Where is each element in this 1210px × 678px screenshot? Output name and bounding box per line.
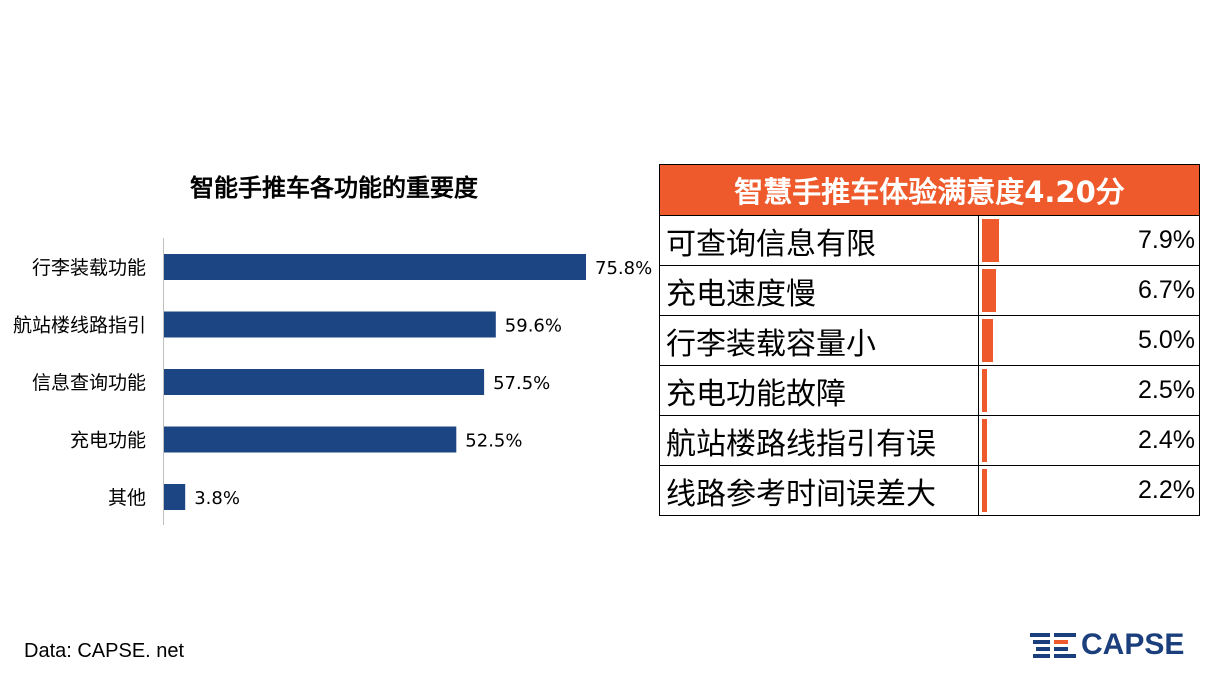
value-label: 59.6%: [505, 316, 562, 337]
issue-table-body: 可查询信息有限 7.9% 充电速度慢 6.7% 行李装载容量小 5.0% 充电功能故障 2.5…: [659, 215, 1200, 516]
category-label: 信息查询功能: [32, 372, 146, 394]
issue-value-cell: 2.5%: [978, 365, 1200, 416]
issue-label: 可查询信息有限: [659, 215, 979, 266]
issue-value-cell: 2.2%: [978, 465, 1200, 516]
bar: [164, 484, 186, 510]
value-label: 57.5%: [493, 373, 550, 394]
source-note: Data: CAPSE. net: [24, 640, 185, 662]
issue-row: 可查询信息有限 7.9%: [659, 215, 1200, 266]
issue-label: 航站楼路线指引有误: [659, 415, 979, 466]
issue-value: 6.7%: [1138, 276, 1195, 304]
issue-bar: [982, 419, 988, 462]
category-label: 航站楼线路指引: [13, 315, 146, 337]
issue-bar: [982, 219, 999, 262]
issue-bar: [982, 269, 997, 312]
issue-value: 2.4%: [1138, 426, 1195, 454]
issue-row: 充电速度慢 6.7%: [659, 265, 1200, 316]
issue-value: 2.2%: [1138, 476, 1195, 504]
value-label: 75.8%: [595, 258, 652, 279]
issue-bar: [982, 469, 987, 512]
issue-label: 行李装载容量小: [659, 315, 979, 366]
satisfaction-table-title: 智慧手推车体验满意度4.20分: [659, 164, 1200, 216]
issue-value-cell: 5.0%: [978, 315, 1200, 366]
issue-value-cell: 6.7%: [978, 265, 1200, 316]
issue-row: 航站楼路线指引有误 2.4%: [659, 415, 1200, 466]
issue-label: 充电功能故障: [659, 365, 979, 416]
capse-logo-text: CAPSE: [1081, 628, 1185, 661]
issue-row: 充电功能故障 2.5%: [659, 365, 1200, 416]
category-label: 行李装载功能: [32, 257, 146, 279]
issue-value-cell: 2.4%: [978, 415, 1200, 466]
category-label: 其他: [108, 487, 146, 509]
satisfaction-table: 智慧手推车体验满意度4.20分 可查询信息有限 7.9% 充电速度慢 6.7% 行李装载…: [659, 164, 1200, 516]
issue-value-cell: 7.9%: [978, 215, 1200, 266]
bar: [164, 369, 485, 395]
bars-group: 行李装载功能 75.8% 航站楼线路指引 59.6% 信息查询功能 57.5% 充电功能 52…: [13, 254, 652, 510]
issue-label: 线路参考时间误差大: [659, 465, 979, 516]
issue-bar: [982, 369, 988, 412]
issue-value: 5.0%: [1138, 326, 1195, 354]
importance-chart-title: 智能手推车各功能的重要度: [190, 174, 479, 202]
issue-row: 线路参考时间误差大 2.2%: [659, 465, 1200, 516]
issue-table: 智慧手推车体验满意度4.20分 可查询信息有限 7.9% 充电速度慢 6.7% 行李装载…: [659, 164, 1200, 516]
category-label: 充电功能: [70, 430, 146, 452]
issue-row: 行李装载容量小 5.0%: [659, 315, 1200, 366]
bar: [164, 426, 457, 453]
capse-logo: CAPSE: [1030, 628, 1195, 662]
importance-bar-chart: 智能手推车各功能的重要度 行李装载功能 75.8% 航站楼线路指引 59.6% 信息查询…: [13, 174, 652, 525]
issue-value: 2.5%: [1138, 376, 1195, 404]
issue-label: 充电速度慢: [659, 265, 979, 316]
value-label: 3.8%: [194, 488, 240, 509]
issue-value: 7.9%: [1138, 226, 1195, 254]
bar: [164, 254, 586, 280]
value-label: 52.5%: [465, 431, 522, 452]
issue-bar: [982, 319, 993, 362]
bar: [164, 311, 496, 338]
